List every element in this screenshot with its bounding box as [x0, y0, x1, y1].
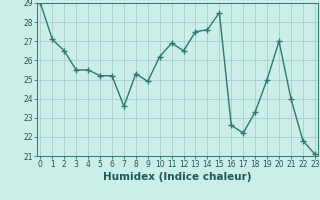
X-axis label: Humidex (Indice chaleur): Humidex (Indice chaleur): [103, 172, 252, 182]
